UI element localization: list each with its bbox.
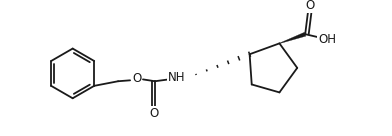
Polygon shape bbox=[279, 32, 306, 44]
Text: OH: OH bbox=[318, 33, 336, 46]
Text: O: O bbox=[305, 0, 314, 12]
Text: O: O bbox=[149, 107, 159, 120]
Text: NH: NH bbox=[168, 71, 186, 84]
Text: O: O bbox=[132, 72, 141, 85]
